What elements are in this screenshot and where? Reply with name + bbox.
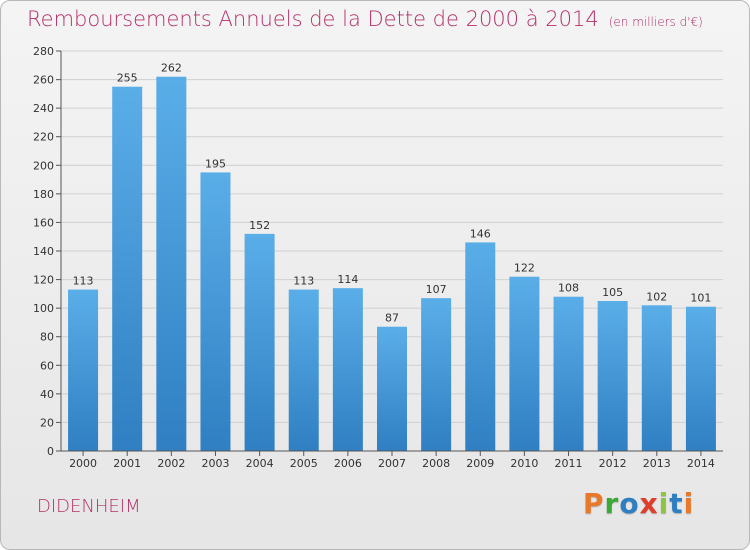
x-tick-label: 2010 — [510, 457, 538, 470]
unit-label: (en milliers d'€) — [608, 15, 703, 29]
y-tick-label: 100 — [33, 302, 54, 315]
data-label: 255 — [117, 72, 138, 85]
bar — [641, 305, 672, 451]
x-tick-label: 2013 — [643, 457, 671, 470]
data-label: 107 — [426, 283, 447, 296]
y-tick-label: 200 — [33, 159, 54, 172]
bar — [112, 86, 143, 451]
data-labels: 113 255 262 195 152 113 114 87 107 146 122 108 105 10… — [73, 62, 712, 325]
bars — [68, 76, 716, 451]
data-label: 122 — [514, 262, 535, 275]
y-tick-label: 120 — [33, 274, 54, 287]
data-label: 195 — [205, 157, 226, 170]
y-tick-label: 60 — [40, 359, 54, 372]
bar — [156, 76, 187, 451]
y-tick-label: 20 — [40, 416, 54, 429]
bar-chart: 020406080100120140160180200220240260280 … — [33, 45, 723, 470]
y-tick-label: 280 — [33, 45, 54, 58]
x-tick-label: 2009 — [466, 457, 494, 470]
x-tick-label: 2003 — [201, 457, 229, 470]
x-tick-label: 2012 — [599, 457, 627, 470]
data-label: 262 — [161, 62, 182, 75]
x-axis: 2000 2001 2002 2003 2004 2005 2006 2007 2008 2009… — [61, 450, 723, 470]
data-label: 108 — [558, 282, 579, 295]
data-label: 152 — [249, 219, 270, 232]
x-tick-label: 2014 — [687, 457, 715, 470]
bar — [377, 326, 407, 451]
city-name: DIDENHEIM — [37, 496, 141, 517]
bar — [288, 289, 319, 451]
y-tick-label: 160 — [33, 216, 54, 229]
bar — [332, 288, 363, 451]
chart-title: Remboursements Annuels de la Dette de 20… — [27, 7, 703, 31]
title-text: Remboursements Annuels de la Dette de 20… — [27, 7, 599, 31]
data-label: 101 — [690, 292, 711, 305]
x-tick-label: 2000 — [69, 457, 97, 470]
y-tick-label: 220 — [33, 131, 54, 144]
bar — [597, 301, 628, 451]
data-label: 87 — [385, 312, 399, 325]
bar — [509, 276, 540, 451]
x-tick-label: 2002 — [157, 457, 185, 470]
bar — [553, 296, 584, 451]
x-tick-label: 2001 — [113, 457, 141, 470]
bar — [200, 172, 231, 451]
bar — [421, 298, 452, 451]
y-tick-label: 40 — [40, 388, 54, 401]
bar — [244, 233, 275, 451]
bar — [465, 242, 496, 451]
x-tick-label: 2004 — [246, 457, 274, 470]
y-axis: 0 20 40 60 80 100 120 140 160 180 200 220 240 260 280 — [33, 45, 62, 458]
data-label: 146 — [470, 227, 491, 240]
bar — [685, 306, 716, 451]
x-tick-label: 2008 — [422, 457, 450, 470]
x-tick-label: 2005 — [290, 457, 318, 470]
x-tick-label: 2006 — [334, 457, 362, 470]
x-tick-label: 2011 — [555, 457, 583, 470]
bar — [68, 289, 99, 451]
data-label: 102 — [646, 290, 667, 303]
y-tick-label: 260 — [33, 74, 54, 87]
y-tick-label: 0 — [47, 445, 54, 458]
y-tick-label: 240 — [33, 102, 54, 115]
y-tick-label: 140 — [33, 245, 54, 258]
y-tick-label: 180 — [33, 188, 54, 201]
proxiti-logo: Proxiti — [583, 487, 695, 520]
data-label: 113 — [293, 275, 314, 288]
y-tick-label: 80 — [40, 331, 54, 344]
data-label: 105 — [602, 286, 623, 299]
data-label: 113 — [73, 275, 94, 288]
data-label: 114 — [337, 273, 358, 286]
x-tick-label: 2007 — [378, 457, 406, 470]
